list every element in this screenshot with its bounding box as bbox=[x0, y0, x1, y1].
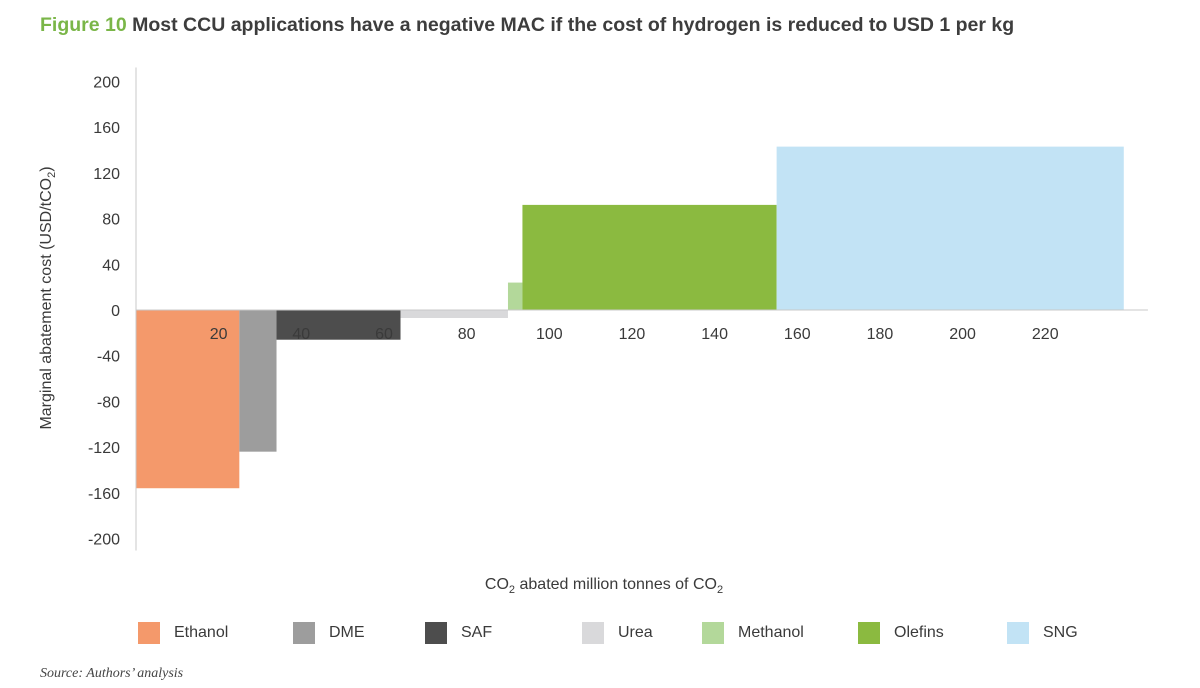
x-axis-label-part-2: abated million tonnes of CO bbox=[515, 576, 717, 593]
x-tick-label: 120 bbox=[619, 326, 646, 343]
y-tick-label: 200 bbox=[93, 75, 120, 92]
y-tick-label: 120 bbox=[93, 166, 120, 183]
y-tick-label: -160 bbox=[88, 486, 120, 503]
y-tick-label: -80 bbox=[97, 394, 120, 411]
x-tick-label: 140 bbox=[701, 326, 728, 343]
source-note: Source: Authors’ analysis bbox=[40, 666, 184, 681]
x-axis-label-subscript-2: 2 bbox=[716, 584, 724, 597]
legend-label: Olefins bbox=[894, 624, 944, 641]
x-tick-label: 20 bbox=[210, 326, 228, 343]
bar-urea bbox=[400, 310, 508, 318]
x-tick-label: 180 bbox=[867, 326, 894, 343]
x-tick-label: 60 bbox=[375, 326, 393, 343]
y-tick-label: -200 bbox=[88, 532, 120, 549]
legend-swatch bbox=[1007, 622, 1029, 644]
bar-methanol bbox=[507, 282, 523, 310]
y-tick-label: 0 bbox=[111, 303, 120, 320]
y-tick-label: -40 bbox=[97, 349, 120, 366]
x-tick-label: 40 bbox=[292, 326, 310, 343]
x-axis-label-part-1: CO bbox=[484, 576, 509, 593]
legend-label: SAF bbox=[461, 624, 493, 641]
legend-item-olefins: Olefins bbox=[858, 622, 944, 644]
legend-item-dme: DME bbox=[293, 622, 365, 644]
x-tick-label: 200 bbox=[949, 326, 976, 343]
mac-chart: 200 160 120 80 40 0 -40 -80 -120 -160 -200 20 40 60 80… bbox=[88, 67, 1148, 551]
x-axis-label-subscript-1: 2 bbox=[508, 584, 516, 597]
legend-item-methanol: Methanol bbox=[702, 622, 804, 644]
y-axis-label-main: Marginal abatement cost (USD/tCO bbox=[37, 177, 55, 430]
legend-label: SNG bbox=[1043, 624, 1078, 641]
legend-swatch bbox=[293, 622, 315, 644]
y-tick-label: 80 bbox=[102, 212, 120, 229]
x-tick-label: 80 bbox=[458, 326, 476, 343]
legend-swatch bbox=[702, 622, 724, 644]
legend: Ethanol DME SAF Urea Methanol Olefins SNG bbox=[0, 622, 1200, 652]
y-axis-label: Marginal abatement cost (USD/tCO2) bbox=[38, 166, 58, 429]
title-text: Most CCU applications have a negative MA… bbox=[132, 14, 1015, 36]
bar-sng bbox=[776, 146, 1124, 310]
legend-item-urea: Urea bbox=[582, 622, 653, 644]
bar-olefins bbox=[522, 204, 777, 310]
bar-saf bbox=[276, 310, 401, 340]
legend-item-ethanol: Ethanol bbox=[138, 622, 228, 644]
legend-swatch bbox=[858, 622, 880, 644]
legend-swatch bbox=[582, 622, 604, 644]
y-axis-label-end: ) bbox=[37, 166, 55, 172]
x-tick-label: 220 bbox=[1032, 326, 1059, 343]
y-tick-label: 160 bbox=[93, 120, 120, 137]
legend-item-sng: SNG bbox=[1007, 622, 1078, 644]
legend-label: Urea bbox=[618, 624, 653, 641]
y-axis-label-subscript: 2 bbox=[46, 171, 59, 178]
legend-label: Methanol bbox=[738, 624, 804, 641]
legend-item-saf: SAF bbox=[425, 622, 492, 644]
x-tick-label: 100 bbox=[536, 326, 563, 343]
legend-swatch bbox=[425, 622, 447, 644]
bar-ethanol bbox=[136, 310, 240, 489]
x-axis-label: CO2 abated million tonnes of CO2 bbox=[485, 576, 723, 596]
y-tick-label: -120 bbox=[88, 440, 120, 457]
bar-dme bbox=[239, 310, 277, 452]
figure-label: Figure 10 bbox=[40, 14, 127, 36]
x-tick-label: 160 bbox=[784, 326, 811, 343]
legend-label: Ethanol bbox=[174, 624, 229, 641]
legend-label: DME bbox=[329, 624, 365, 641]
y-tick-label: 40 bbox=[102, 257, 120, 274]
chart-title: Figure 10 Most CCU applications have a n… bbox=[40, 14, 1014, 37]
legend-swatch bbox=[138, 622, 160, 644]
